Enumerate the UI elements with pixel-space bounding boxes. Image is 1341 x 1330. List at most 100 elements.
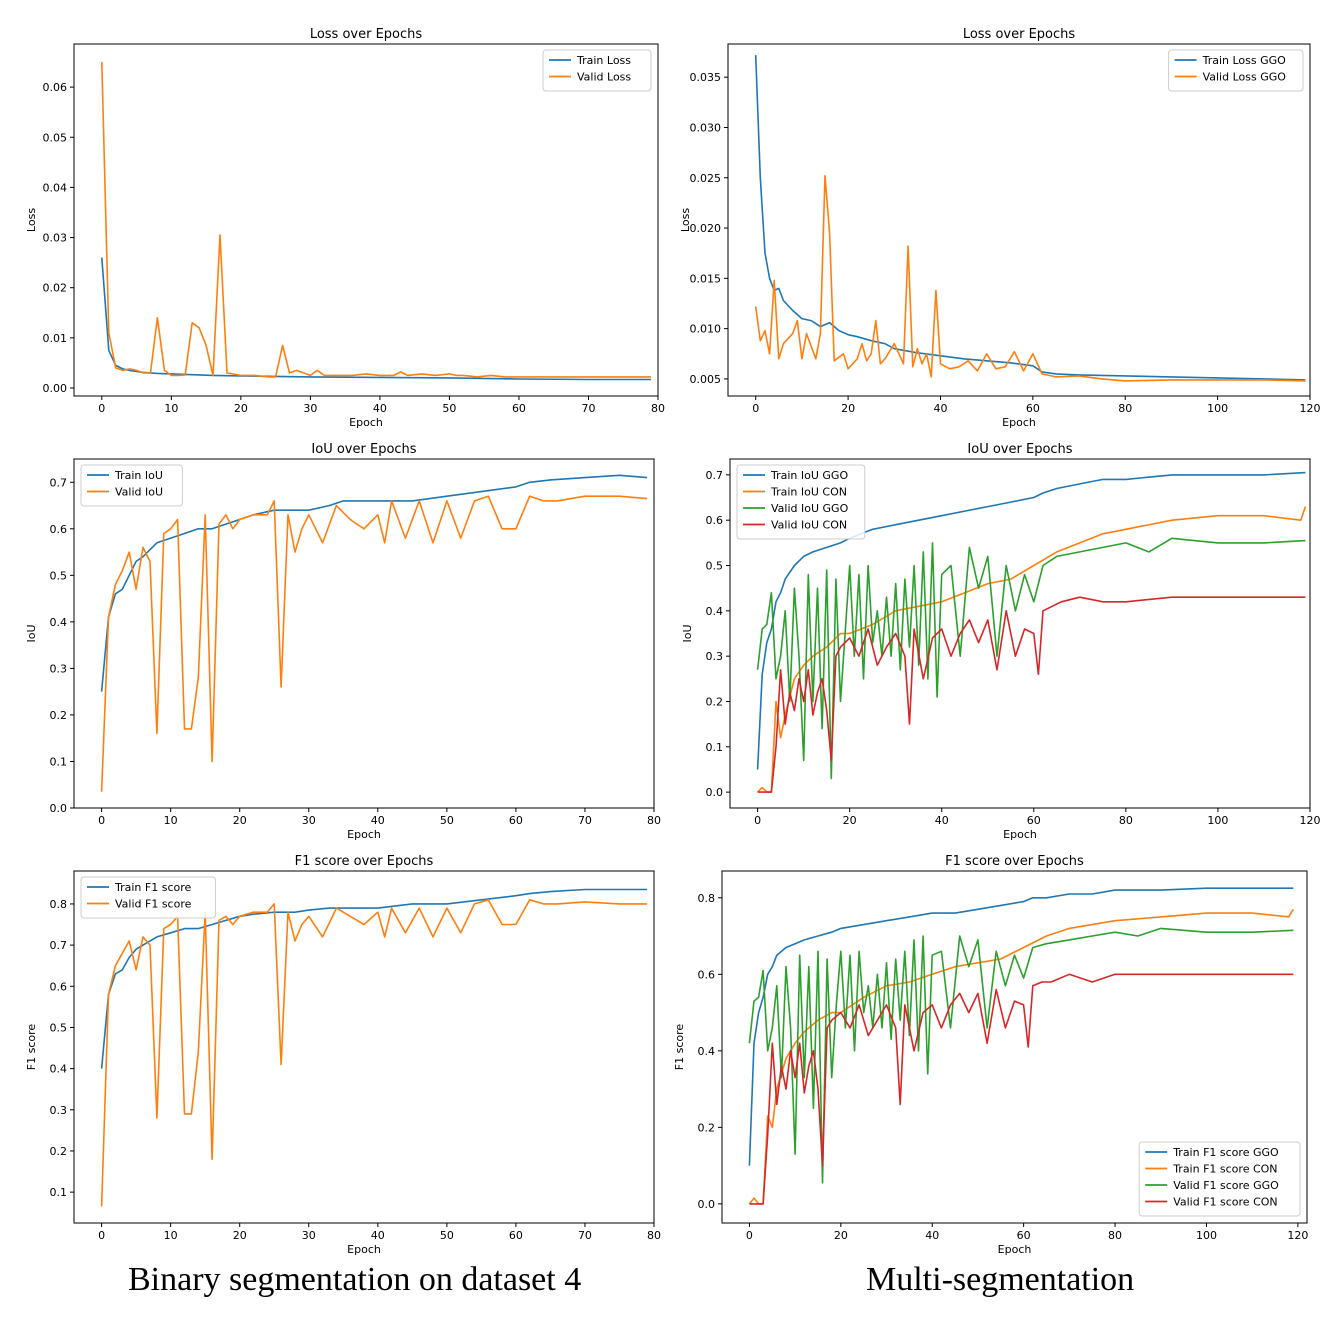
x-tick-label: 0 [98, 1229, 105, 1242]
y-tick-label: 0.035 [690, 71, 722, 84]
series-line-train-iou [100, 474, 648, 692]
x-axis-label: Epoch [347, 828, 381, 841]
x-tick-label: 60 [509, 1229, 523, 1242]
y-tick-label: 0.1 [50, 1186, 68, 1199]
y-tick-label: 0.3 [50, 662, 68, 675]
x-tick-label: 0 [752, 402, 759, 415]
x-tick-label: 40 [935, 814, 949, 827]
x-tick-label: 20 [841, 402, 855, 415]
x-tick-label: 0 [98, 402, 105, 415]
series-group [100, 474, 648, 792]
y-tick-label: 0.015 [690, 272, 722, 285]
series-line-valid-iou-con [757, 596, 1306, 793]
y-tick-label: 0.2 [698, 1121, 716, 1134]
y-tick-label: 0.4 [698, 1045, 716, 1058]
series-line-valid-loss-ggo [754, 174, 1306, 382]
y-axis-label: Loss [679, 208, 692, 232]
chart-multi-iou: 0 20 40 60 80 100 120 0.0 0.1 0.2 0.3 0.4 0.5 0.6 0.7 I… [681, 442, 1321, 841]
caption-binary: Binary segmentation on dataset 4 [128, 1261, 582, 1298]
chart-title: IoU over Epochs [967, 442, 1072, 457]
series-group [754, 55, 1306, 382]
x-axis-label: Epoch [1002, 416, 1036, 429]
x-tick-label: 120 [1287, 1229, 1308, 1242]
legend-label-valid-iou-ggo: Valid IoU GGO [771, 502, 849, 515]
x-tick-label: 60 [512, 402, 526, 415]
x-tick-label: 70 [578, 814, 592, 827]
y-tick-label: 0.4 [706, 605, 724, 618]
x-tick-label: 100 [1196, 1229, 1217, 1242]
legend-label-train-f1-score-ggo: Train F1 score GGO [1172, 1146, 1279, 1159]
y-tick-label: 0.2 [50, 709, 68, 722]
y-tick-label: 0.030 [690, 121, 722, 134]
x-tick-label: 100 [1207, 814, 1228, 827]
legend-label-train-f1-score: Train F1 score [114, 881, 192, 894]
x-tick-label: 40 [933, 402, 947, 415]
legend-label-valid-loss-ggo: Valid Loss GGO [1203, 71, 1287, 84]
x-tick-label: 30 [302, 1229, 316, 1242]
y-tick-label: 0.8 [698, 892, 716, 905]
x-tick-label: 80 [1118, 402, 1132, 415]
y-tick-label: 0.4 [50, 616, 68, 629]
x-tick-label: 10 [164, 814, 178, 827]
axes-frame [73, 870, 655, 1224]
y-tick-label: 0.5 [50, 569, 68, 582]
x-tick-label: 20 [233, 814, 247, 827]
x-axis-label: Epoch [347, 1243, 381, 1256]
chart-title: Loss over Epochs [310, 27, 423, 42]
x-tick-label: 0 [754, 814, 761, 827]
x-tick-label: 20 [834, 1229, 848, 1242]
series-group [756, 471, 1307, 793]
x-tick-label: 40 [373, 402, 387, 415]
x-tick-label: 40 [371, 1229, 385, 1242]
x-tick-label: 20 [843, 814, 857, 827]
y-tick-label: 0.03 [43, 232, 68, 245]
y-tick-label: 0.020 [690, 222, 722, 235]
x-tick-label: 100 [1207, 402, 1228, 415]
legend-label-valid-iou: Valid IoU [115, 486, 163, 499]
chart-multi-loss: 0 20 40 60 80 100 120 0.005 0.010 0.015 0.020 0.025… [679, 27, 1321, 429]
x-tick-label: 10 [164, 1229, 178, 1242]
y-tick-label: 0.1 [50, 755, 68, 768]
y-tick-label: 0.7 [50, 939, 68, 952]
series-line-valid-f1-score-con [749, 973, 1294, 1205]
x-axis-label: Epoch [998, 1243, 1032, 1256]
x-tick-label: 50 [440, 814, 454, 827]
y-axis-label: IoU [25, 624, 38, 642]
x-tick-label: 120 [1300, 402, 1321, 415]
series-line-valid-iou-ggo [756, 537, 1306, 780]
y-axis-label: F1 score [673, 1024, 686, 1071]
legend-label-valid-f1-score-con: Valid F1 score CON [1173, 1196, 1277, 1209]
y-tick-label: 0.2 [706, 695, 724, 708]
chart-title: F1 score over Epochs [945, 854, 1084, 869]
legend: Train Loss Valid Loss [542, 49, 652, 92]
y-tick-label: 0.6 [50, 980, 68, 993]
caption-multi: Multi-segmentation [866, 1261, 1135, 1298]
x-tick-label: 30 [302, 814, 316, 827]
y-tick-label: 0.6 [50, 523, 68, 536]
series-line-train-iou-ggo [756, 471, 1306, 770]
x-tick-label: 50 [442, 402, 456, 415]
series-line-valid-f1-score-ggo [748, 927, 1294, 1184]
x-tick-label: 70 [581, 402, 595, 415]
legend: Train IoU GGO Train IoU CON Valid IoU GGO V… [736, 464, 866, 540]
y-tick-label: 0.5 [50, 1021, 68, 1034]
x-tick-label: 40 [371, 814, 385, 827]
x-tick-label: 120 [1300, 814, 1321, 827]
x-tick-label: 70 [578, 1229, 592, 1242]
y-tick-label: 0.025 [690, 172, 722, 185]
x-tick-label: 60 [1027, 814, 1041, 827]
axes-frame [73, 43, 659, 397]
y-tick-label: 0.05 [43, 131, 68, 144]
legend-box [1168, 49, 1304, 92]
legend-label-valid-f1-score-ggo: Valid F1 score GGO [1173, 1179, 1279, 1192]
x-tick-label: 60 [1026, 402, 1040, 415]
y-tick-label: 0.8 [50, 898, 68, 911]
y-tick-label: 0.010 [690, 323, 722, 336]
y-axis-label: IoU [681, 624, 694, 642]
x-tick-label: 30 [303, 402, 317, 415]
y-tick-label: 0.0 [50, 802, 68, 815]
series-line-valid-f1-score [100, 898, 648, 1207]
y-axis-label: F1 score [25, 1024, 38, 1071]
chart-bin-loss: 0 10 20 30 40 50 60 70 80 0.00 0.01 0.02 0.03 0.04 0.0… [25, 27, 665, 429]
